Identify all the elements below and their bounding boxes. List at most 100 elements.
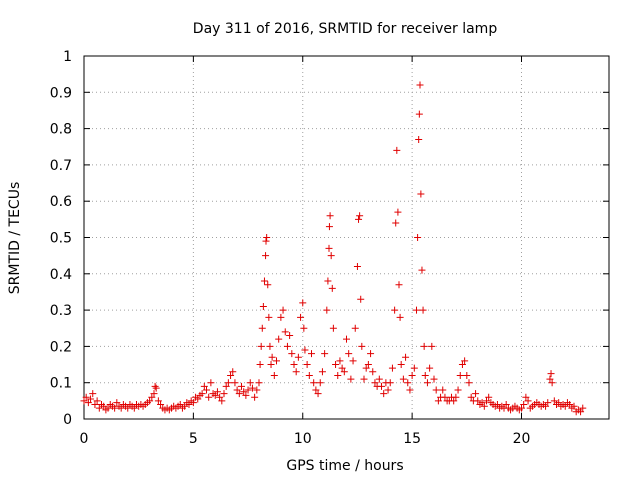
x-axis-label: GPS time / hours (286, 458, 403, 474)
data-point (388, 364, 396, 372)
data-point (176, 400, 184, 408)
data-point (279, 306, 287, 314)
data-point (456, 371, 464, 379)
data-point (357, 295, 365, 303)
y-tick-labels: 0 0.1 0.2 0.3 0.4 0.5 0.6 0.7 0.8 0.9 1 (50, 49, 72, 428)
data-point (324, 277, 332, 285)
y-tick-label: 0.9 (50, 85, 72, 101)
data-point (231, 379, 239, 387)
data-point (367, 350, 375, 358)
data-point (151, 382, 159, 390)
data-point (253, 386, 261, 394)
data-point (397, 361, 405, 369)
data-point (256, 361, 264, 369)
data-point (480, 402, 488, 410)
data-point (380, 390, 388, 398)
data-point (258, 324, 266, 332)
data-point (292, 368, 300, 376)
data-point (82, 393, 90, 401)
data-point (430, 375, 438, 383)
y-tick-label: 0.1 (50, 376, 72, 392)
data-point (402, 353, 410, 361)
data-point (570, 402, 578, 410)
data-point (308, 350, 315, 358)
y-tick-label: 0.3 (50, 303, 72, 319)
data-point (283, 342, 291, 350)
data-point (408, 371, 416, 379)
data-point (328, 284, 336, 292)
data-point (522, 393, 530, 401)
data-point (399, 375, 407, 383)
data-point (356, 212, 364, 220)
data-point (229, 368, 237, 376)
data-point (343, 335, 350, 343)
data-point (189, 399, 197, 407)
data-point (111, 404, 119, 412)
data-point (220, 390, 228, 398)
data-point (384, 386, 392, 394)
data-point (332, 361, 340, 369)
data-point (275, 335, 283, 343)
data-point (371, 379, 379, 387)
data-point (148, 393, 156, 401)
data-point (262, 252, 270, 260)
data-point (185, 400, 193, 408)
data-point (458, 361, 466, 369)
data-point (420, 342, 428, 350)
data-point (524, 397, 532, 405)
data-point (392, 219, 400, 227)
data-point (325, 223, 333, 231)
data-point (259, 302, 267, 310)
data-point (93, 397, 101, 405)
data-point (434, 397, 442, 405)
y-tick-label: 0.4 (50, 267, 72, 283)
data-point (301, 346, 309, 354)
axis-ticks (83, 55, 609, 420)
data-point (152, 384, 160, 392)
data-point (321, 350, 329, 358)
data-point (414, 234, 422, 241)
data-point (154, 397, 162, 405)
data-point (218, 397, 226, 405)
y-tick-label: 0.6 (50, 194, 72, 210)
data-point (410, 364, 418, 372)
data-point (345, 350, 353, 358)
data-point (579, 404, 587, 412)
x-tick-label: 0 (80, 431, 89, 447)
data-point (395, 281, 403, 289)
data-point (205, 393, 213, 401)
data-point (474, 397, 482, 405)
data-point (396, 313, 404, 321)
y-tick-label: 0.5 (50, 231, 72, 247)
data-point (423, 379, 431, 387)
data-point (542, 402, 550, 410)
data-point (463, 371, 471, 379)
data-point (561, 402, 569, 410)
data-point (227, 371, 235, 379)
data-point (548, 379, 556, 387)
data-point (416, 81, 424, 89)
data-point (130, 404, 138, 412)
data-point (326, 212, 334, 220)
data-point (305, 371, 313, 379)
data-point (248, 384, 256, 392)
data-point (452, 393, 460, 401)
data-point (244, 386, 252, 394)
data-point (406, 386, 414, 394)
data-point (550, 397, 558, 405)
data-point (277, 313, 285, 321)
x-tick-label: 10 (294, 431, 312, 447)
y-tick-label: 0.7 (50, 158, 72, 174)
x-tick-labels: 0 5 10 15 20 (80, 431, 531, 447)
data-point (555, 399, 563, 407)
data-point (325, 244, 333, 252)
data-point (334, 371, 342, 379)
data-point (520, 400, 528, 408)
data-point (355, 215, 363, 223)
data-point (288, 350, 296, 358)
data-point (362, 364, 370, 372)
data-point (91, 400, 99, 408)
data-point (310, 379, 318, 387)
data-point (369, 368, 377, 376)
data-point (238, 382, 245, 390)
